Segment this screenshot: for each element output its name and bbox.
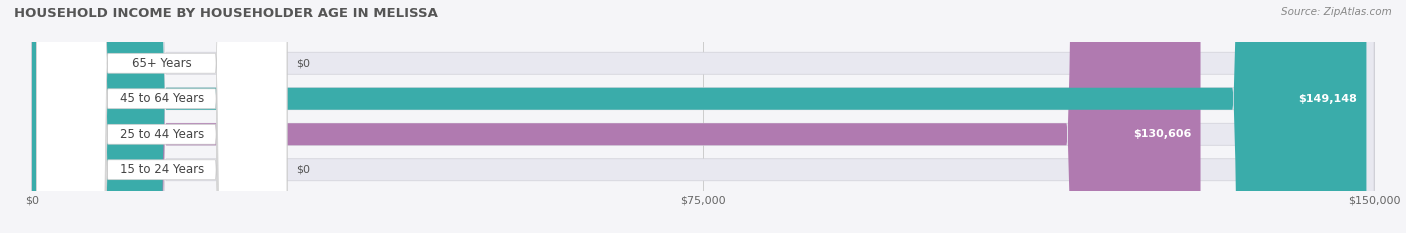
FancyBboxPatch shape <box>32 0 1367 233</box>
Text: $149,148: $149,148 <box>1299 94 1357 104</box>
FancyBboxPatch shape <box>32 0 1374 233</box>
Text: Source: ZipAtlas.com: Source: ZipAtlas.com <box>1281 7 1392 17</box>
FancyBboxPatch shape <box>37 0 287 233</box>
Text: $0: $0 <box>295 58 309 68</box>
FancyBboxPatch shape <box>37 0 287 233</box>
Text: 15 to 24 Years: 15 to 24 Years <box>120 163 204 176</box>
FancyBboxPatch shape <box>32 0 1374 233</box>
FancyBboxPatch shape <box>32 0 1201 233</box>
FancyBboxPatch shape <box>37 0 287 233</box>
Text: HOUSEHOLD INCOME BY HOUSEHOLDER AGE IN MELISSA: HOUSEHOLD INCOME BY HOUSEHOLDER AGE IN M… <box>14 7 437 20</box>
Text: $130,606: $130,606 <box>1133 129 1191 139</box>
Text: 65+ Years: 65+ Years <box>132 57 191 70</box>
Text: 45 to 64 Years: 45 to 64 Years <box>120 92 204 105</box>
FancyBboxPatch shape <box>37 0 287 233</box>
FancyBboxPatch shape <box>32 0 1374 233</box>
Text: $0: $0 <box>295 165 309 175</box>
Text: 25 to 44 Years: 25 to 44 Years <box>120 128 204 141</box>
FancyBboxPatch shape <box>32 0 1374 233</box>
